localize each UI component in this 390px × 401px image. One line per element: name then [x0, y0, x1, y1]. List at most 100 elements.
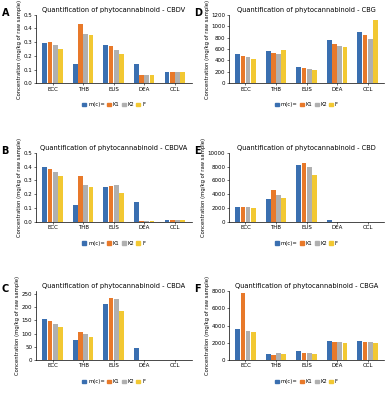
Bar — [276, 353, 281, 360]
Text: B: B — [2, 146, 9, 156]
Bar — [271, 190, 276, 222]
Bar — [241, 56, 245, 83]
Bar — [282, 51, 286, 83]
Bar — [312, 175, 317, 222]
Text: A: A — [2, 8, 9, 18]
Bar — [332, 44, 337, 83]
Bar — [266, 354, 271, 360]
Bar — [58, 176, 63, 222]
Bar — [48, 321, 52, 360]
Legend: m(c)=, K1, K2, F: m(c)=, K1, K2, F — [80, 239, 147, 248]
Bar — [180, 220, 185, 222]
Legend: m(c)=, K1, K2, F: m(c)=, K1, K2, F — [80, 377, 147, 386]
Title: Quantification of phytocannabinoid - CBDA: Quantification of phytocannabinoid - CBD… — [42, 284, 185, 290]
Bar — [43, 167, 47, 222]
Bar — [119, 311, 124, 360]
Bar — [337, 342, 342, 360]
Bar — [109, 186, 113, 222]
Bar — [139, 75, 144, 83]
Bar — [114, 51, 119, 83]
Bar — [276, 195, 281, 222]
Bar — [251, 59, 256, 83]
Y-axis label: Concentration (mg/kg of raw sample): Concentration (mg/kg of raw sample) — [205, 276, 210, 375]
Bar — [266, 51, 271, 83]
Bar — [246, 331, 250, 360]
Bar — [73, 340, 78, 360]
Bar — [43, 319, 47, 360]
Bar — [175, 220, 180, 222]
Bar — [301, 162, 307, 222]
Bar — [332, 342, 337, 360]
Title: Quantification of phytocannabinoid - CBD: Quantification of phytocannabinoid - CBD — [237, 145, 376, 151]
Bar — [119, 55, 124, 83]
Bar — [109, 46, 113, 83]
Bar — [53, 172, 58, 222]
Bar — [282, 354, 286, 360]
Bar — [89, 337, 93, 360]
Bar — [78, 176, 83, 222]
Bar — [114, 184, 119, 222]
Bar — [134, 64, 139, 83]
Bar — [43, 43, 47, 83]
Bar — [312, 354, 317, 360]
Bar — [276, 54, 281, 83]
Bar — [73, 205, 78, 222]
Y-axis label: Concentration (mg/kg of raw sample): Concentration (mg/kg of raw sample) — [17, 0, 22, 99]
Bar — [337, 46, 342, 83]
Bar — [235, 54, 240, 83]
Bar — [103, 304, 108, 360]
Bar — [53, 324, 58, 360]
Title: Quantification of phytocannabinoid - CBG: Quantification of phytocannabinoid - CBG — [237, 7, 376, 13]
Bar — [373, 343, 378, 360]
Bar — [368, 39, 372, 83]
Bar — [358, 32, 362, 83]
Bar — [301, 69, 307, 83]
Bar — [282, 198, 286, 222]
Bar — [180, 72, 185, 83]
Bar — [114, 299, 119, 360]
Bar — [170, 72, 174, 83]
Bar — [296, 67, 301, 83]
Bar — [358, 341, 362, 360]
Bar — [150, 75, 154, 83]
Y-axis label: Concentration (mg/kg of raw sample): Concentration (mg/kg of raw sample) — [201, 138, 206, 237]
Bar — [368, 342, 372, 360]
Bar — [246, 57, 250, 83]
Bar — [312, 70, 317, 83]
Bar — [235, 207, 240, 222]
Text: E: E — [195, 146, 201, 156]
Bar — [342, 47, 347, 83]
Bar — [103, 45, 108, 83]
Bar — [48, 170, 52, 222]
Bar — [144, 75, 149, 83]
Bar — [246, 207, 250, 222]
Bar — [150, 221, 154, 222]
Bar — [58, 327, 63, 360]
Bar — [58, 49, 63, 83]
Bar — [296, 165, 301, 222]
Bar — [296, 351, 301, 360]
Legend: m(c)=, K1, K2, F: m(c)=, K1, K2, F — [273, 239, 340, 248]
Bar — [83, 334, 88, 360]
Bar — [307, 353, 312, 360]
Legend: m(c)=, K1, K2, F: m(c)=, K1, K2, F — [273, 377, 340, 386]
Bar — [373, 20, 378, 83]
Text: D: D — [195, 8, 202, 18]
Bar — [48, 42, 52, 83]
Bar — [363, 35, 367, 83]
Bar — [307, 167, 312, 222]
Bar — [73, 64, 78, 83]
Bar — [134, 203, 139, 222]
Bar — [119, 193, 124, 222]
Bar — [53, 45, 58, 83]
Bar — [165, 72, 169, 83]
Bar — [78, 332, 83, 360]
Bar — [78, 24, 83, 83]
Bar — [144, 221, 149, 222]
Legend: m(c)=, K1, K2, F: m(c)=, K1, K2, F — [273, 100, 340, 109]
Bar — [266, 199, 271, 222]
Bar — [165, 220, 169, 222]
Bar — [170, 220, 174, 222]
Bar — [83, 184, 88, 222]
Bar — [271, 355, 276, 360]
